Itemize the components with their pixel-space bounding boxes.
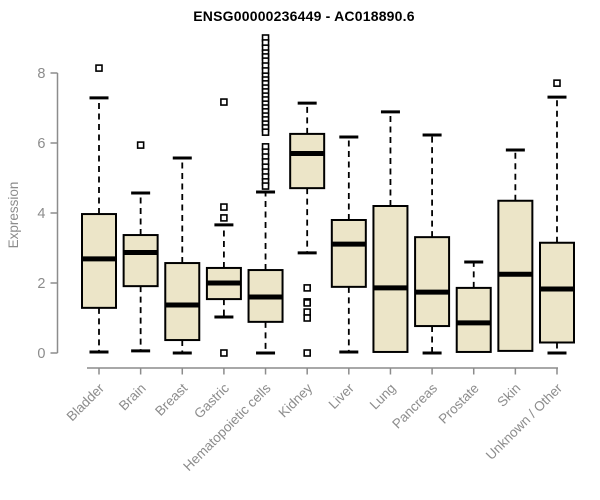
iqr-box [538, 241, 575, 344]
boxplot-gastric [205, 98, 242, 357]
iqr-box [455, 286, 492, 353]
outlier-point [95, 64, 103, 72]
chart-title: ENSG00000236449 - AC018890.6 [193, 8, 415, 24]
boxplot-skin [497, 148, 534, 352]
x-tick-label-lung: Lung [367, 381, 399, 413]
x-tick-label-liver: Liver [326, 380, 358, 412]
boxplot-brain [122, 141, 159, 353]
boxplot-kidney [289, 101, 326, 357]
outlier-point [303, 284, 311, 292]
x-tick-label-prostate: Prostate [436, 381, 482, 427]
x-tick-label-brain: Brain [116, 381, 149, 414]
outlier-point [553, 79, 561, 87]
outlier-point [220, 98, 228, 106]
x-tick-label-breast: Breast [152, 380, 190, 418]
y-axis: 0 2 4 6 8 [37, 66, 59, 362]
outlier-point [303, 349, 311, 357]
boxplot-pancreas [414, 133, 451, 355]
x-tick-label-kidney: Kidney [276, 380, 316, 420]
outlier-point [220, 203, 228, 211]
y-tick-label: 2 [37, 276, 45, 292]
y-tick-label: 6 [37, 136, 45, 152]
boxplot-prostate [455, 260, 492, 353]
y-tick-label: 8 [37, 66, 45, 82]
outlier-point [136, 141, 145, 149]
boxplot-lung [372, 110, 409, 353]
outlier-point [220, 349, 228, 357]
y-tick-label: 0 [37, 346, 45, 362]
x-tick-label-pancreas: Pancreas [389, 380, 440, 431]
iqr-box [372, 205, 409, 353]
iqr-box [122, 234, 159, 288]
x-tick-label-skin: Skin [494, 381, 523, 410]
x-tick-label-unknown-other: Unknown / Other [483, 380, 566, 463]
outlier-point [303, 308, 311, 316]
boxplot-hematopoietic-cells [247, 34, 284, 355]
boxplot-liver [330, 135, 367, 354]
outlier-point [261, 128, 270, 136]
iqr-box [414, 236, 451, 328]
outlier-point [220, 214, 228, 222]
x-tick-label-bladder: Bladder [64, 380, 108, 424]
boxplot-breast [164, 156, 201, 355]
iqr-box [330, 219, 367, 288]
boxplot-unknown-other [538, 79, 575, 355]
outlier-point [303, 299, 311, 307]
iqr-box [164, 262, 201, 342]
x-tick-label-gastric: Gastric [191, 380, 232, 421]
iqr-box [289, 132, 326, 190]
outlier-point [261, 182, 270, 190]
outlier-point [303, 314, 311, 322]
y-tick-label: 4 [37, 206, 45, 222]
boxplot-bladder [81, 64, 117, 354]
